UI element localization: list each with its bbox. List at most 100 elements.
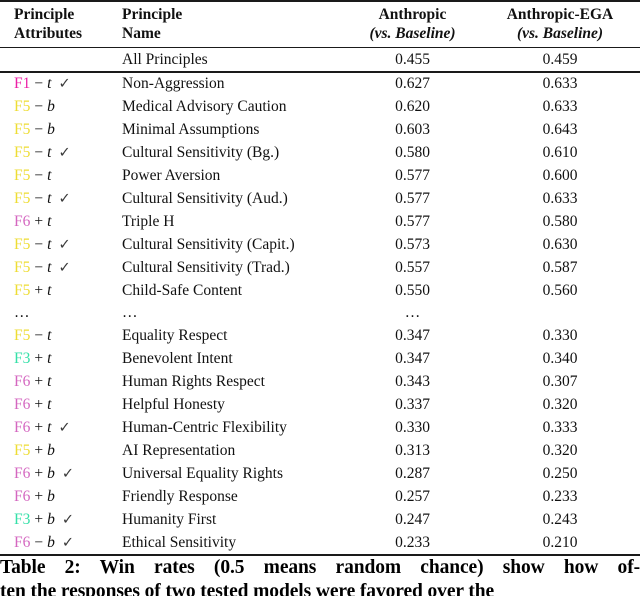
header-line: Anthropic [378,6,447,23]
attributes-cell: F6 + t [0,213,122,231]
factor-code: F5 [14,235,31,253]
table-row: F6 + b Friendly Response 0.257 0.233 [0,485,640,508]
header-divider-rule [0,47,640,49]
attribute-sign: + [34,212,44,230]
check-icon: ✓ [58,190,71,207]
attribute-sign: + [34,510,44,528]
table-row: F6 + t ✓ Human-Centric Flexibility 0.330 0.333 [0,417,640,440]
attribute-sign: − [34,98,44,115]
table-row: F5− b Medical Advisory Caution 0.620 0.633 [0,96,640,119]
attribute-letter: t [47,396,52,414]
anthropic-value-cell: 0.557 [395,258,430,276]
table-row: F5− b Minimal Assumptions 0.603 0.643 [0,118,640,141]
attribute-sign: − [34,120,44,138]
check-icon: ✓ [58,259,71,276]
ega-value-cell: 0.459 [542,50,578,68]
attributes-cell: … [14,304,30,322]
check-icon: ✓ [58,144,71,161]
principle-name-cell: Benevolent Intent [122,350,233,368]
factor-code: F5 [14,189,31,207]
ega-value-cell: 0.340 [542,350,578,368]
table-row: F5− t Power Aversion 0.577 0.600 [0,164,640,187]
attribute-letter: b [47,442,55,460]
anthropic-value-cell: 0.337 [395,396,430,414]
summary-divider-rule [0,71,640,73]
attribute-letter: b [47,465,55,482]
anthropic-value-cell: 0.287 [395,465,430,482]
attribute-sign: + [34,419,44,437]
principle-name-cell: Cultural Sensitivity (Bg.) [122,143,280,161]
check-icon: ✓ [58,420,71,437]
table-row: F6 + t Human Rights Respect 0.343 0.307 [0,371,640,394]
anthropic-value-cell: 0.577 [395,212,430,230]
attribute-sign: + [34,373,44,391]
principle-name-cell: Medical Advisory Caution [122,98,287,115]
attribute-letter: b [47,533,55,551]
anthropic-value-cell: 0.577 [395,166,430,184]
anthropic-value-cell: 0.580 [395,143,430,161]
table-row: F5− t Equality Respect 0.347 0.330 [0,325,640,348]
attribute-letter: t [47,281,52,299]
check-icon: ✓ [58,236,71,253]
anthropic-value-cell: 0.247 [395,510,430,528]
factor-code: F5 [14,143,31,161]
attributes-cell: F6 + b [0,488,122,506]
attribute-letter: t [47,212,52,230]
attribute-sign: − [34,533,44,551]
factor-code: F6 [14,419,31,437]
ega-value-cell: 0.630 [542,235,578,253]
ega-value-cell: 0.560 [542,281,578,299]
attribute-letter: t [47,419,52,437]
attribute-sign: + [34,442,44,460]
factor-code: F5 [14,258,31,276]
attributes-cell: F6 + t [0,373,122,391]
principle-name-cell: Human-Centric Flexibility [122,419,287,437]
table-row-all-principles: All Principles 0.455 0.459 [0,48,640,71]
attribute-sign: + [34,281,44,299]
factor-code: F6 [14,212,31,230]
anthropic-value-cell: 0.347 [395,350,430,368]
ega-value-cell: 0.233 [542,487,578,505]
attributes-cell: F5− b [0,98,122,116]
ega-value-cell: 0.633 [542,189,578,207]
attributes-cell: F6 + t ✓ [0,419,122,437]
header-line: Anthropic-EGA [506,6,614,23]
factor-code: F6 [14,487,31,505]
attributes-cell: F5− t [0,327,122,345]
table-row: F5− t ✓ Cultural Sensitivity (Aud.) 0.577 0.6… [0,187,640,210]
principle-name-cell: Universal Equality Rights [122,465,284,482]
header-principle-name: Principle Name [122,5,345,43]
attribute-letter: t [47,258,52,276]
caption-line-1: Table 2: Win rates (0.5 means random cha… [0,557,640,578]
attributes-cell: F5 + b [0,442,122,460]
ega-value-cell: 0.250 [542,465,578,482]
attribute-letter: t [47,350,52,368]
factor-code: F5 [14,442,31,460]
table-row: F6 + t Triple H 0.577 0.580 [0,210,640,233]
header-anthropic-ega: Anthropic-EGA (vs. Baseline) [480,5,640,43]
caption-line-2: ten the responses of two tested models w… [0,581,495,596]
factor-code: F3 [14,350,31,368]
attributes-cell: F5− t ✓ [0,259,122,277]
header-line: Name [122,25,161,42]
anthropic-value-cell: 0.573 [395,235,430,253]
anthropic-value-cell: 0.577 [395,189,430,207]
header-anthropic: Anthropic (vs. Baseline) [345,5,480,43]
attribute-letter: t [47,189,52,207]
factor-code: F6 [14,373,31,391]
attribute-sign: + [34,487,44,505]
attributes-cell: F3 + t [0,350,122,368]
principle-name-cell: All Principles [122,50,208,68]
attributes-cell: F5− t ✓ [0,144,122,162]
attribute-sign: − [34,235,44,253]
header-line: Principle [122,6,183,23]
attribute-letter: b [47,120,55,138]
table-row: F1− t ✓ Non-Aggression 0.627 0.633 [0,73,640,96]
factor-code: F6 [14,533,31,551]
ega-value-cell: 0.320 [542,396,578,414]
factor-code: F5 [14,166,31,184]
header-line: (vs. Baseline) [369,25,456,42]
table-row: F5− t ✓ Cultural Sensitivity (Trad.) 0.557 0.… [0,256,640,279]
table-row: F5− t ✓ Cultural Sensitivity (Bg.) 0.580 0.61… [0,141,640,164]
principle-name-cell: Equality Respect [122,327,228,345]
